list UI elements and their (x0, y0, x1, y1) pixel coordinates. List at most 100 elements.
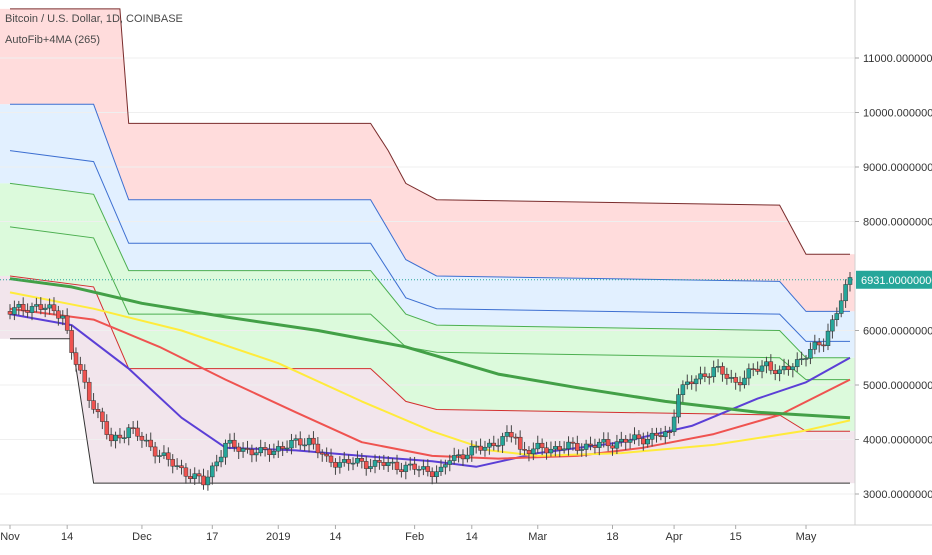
candle-body (78, 364, 83, 371)
fib-level-line (9, 275, 850, 432)
candle-body (236, 446, 241, 452)
candle-body (535, 442, 540, 450)
candle-body (447, 460, 453, 465)
candle-body (724, 373, 730, 379)
candle-body (495, 445, 501, 447)
candle-body (210, 465, 215, 478)
moving-average-line (9, 307, 851, 460)
candle-body (346, 459, 351, 464)
candle-body (843, 284, 848, 302)
price-tick-label: 3000.00000000 (863, 489, 932, 501)
candle-body (117, 434, 123, 439)
candle-body (482, 446, 488, 451)
candle-body (768, 361, 774, 371)
candle-body (130, 427, 136, 429)
candle-body (544, 447, 549, 454)
fib-zone-blue-upper (0, 104, 855, 358)
candle-body (443, 464, 448, 468)
candle-body (663, 431, 668, 438)
candle-body (830, 319, 835, 332)
candle-body (742, 377, 747, 386)
candle-body (126, 427, 131, 438)
candle-body (16, 304, 22, 308)
candle-body (601, 439, 606, 443)
candle-body (654, 432, 659, 436)
candle-body (781, 365, 787, 371)
price-tick-label: 11000.00000000 (863, 53, 932, 65)
candle-body (812, 341, 818, 350)
candle-body (451, 455, 457, 461)
candle-body (513, 436, 519, 439)
candle-body (122, 437, 127, 439)
candle-body (73, 352, 79, 365)
candle-body (377, 460, 382, 463)
candle-body (148, 439, 153, 448)
candle-body (707, 376, 712, 378)
fib-level-line (10, 103, 850, 312)
candle-body (205, 476, 211, 486)
candle-body (363, 461, 369, 469)
time-tick-label: 15 (730, 531, 742, 543)
time-tick-label: 17 (206, 531, 218, 543)
candle-body (38, 304, 44, 310)
time-tick-label: 14 (329, 531, 341, 543)
fib-level-line (10, 8, 850, 255)
candle-body (632, 434, 637, 441)
candle-body (526, 450, 532, 455)
candle-body (267, 449, 272, 455)
candle-body (689, 381, 694, 385)
candle-body (350, 462, 356, 465)
candle-body (276, 446, 281, 452)
candle-body (658, 435, 664, 437)
fib-level-line (9, 150, 850, 342)
candle-body (166, 452, 171, 460)
candle-body (152, 446, 158, 457)
candle-body (821, 344, 826, 347)
candle-body (825, 330, 831, 346)
candle-body (47, 304, 52, 309)
candle-body (575, 443, 580, 451)
last-price-label: 6931.00000000 (861, 275, 932, 287)
candle-body (29, 306, 35, 313)
candle-body (522, 449, 527, 451)
candle-body (421, 466, 426, 470)
candle-body (636, 434, 642, 439)
candle-body (539, 442, 545, 449)
time-tick-label: 18 (606, 531, 618, 543)
time-tick-label: May (796, 531, 817, 543)
candle-body (51, 304, 57, 312)
candle-body (170, 459, 175, 467)
candle-body (337, 462, 343, 468)
candle-body (764, 361, 769, 367)
candle-body (359, 458, 365, 462)
candle-body (56, 310, 61, 319)
candle-body (487, 442, 492, 448)
candle-body (491, 442, 497, 447)
candle-body (284, 447, 290, 450)
time-tick-label: 14 (61, 531, 73, 543)
last-price-tag (856, 270, 932, 289)
candle-body (772, 370, 778, 374)
fib-zone-green (0, 183, 855, 432)
candle-body (553, 446, 558, 450)
candle-body (372, 460, 378, 467)
candle-body (548, 448, 554, 454)
candle-body (460, 454, 466, 460)
time-tick-label: 14 (466, 531, 478, 543)
candle-body (227, 439, 233, 444)
fib-level-line (10, 338, 850, 484)
candle-body (517, 436, 523, 450)
candle-body (465, 454, 470, 460)
time-tick-label: Dec (132, 531, 152, 543)
candle-body (425, 466, 431, 472)
candle-body (504, 432, 510, 437)
indicator-title: AutoFib+4MA (265) (5, 34, 101, 46)
candle-body (355, 458, 360, 464)
candle-body (579, 449, 584, 451)
candle-body (509, 432, 514, 438)
candle-body (680, 384, 686, 395)
candle-body (174, 465, 180, 467)
candle-body (60, 315, 66, 319)
